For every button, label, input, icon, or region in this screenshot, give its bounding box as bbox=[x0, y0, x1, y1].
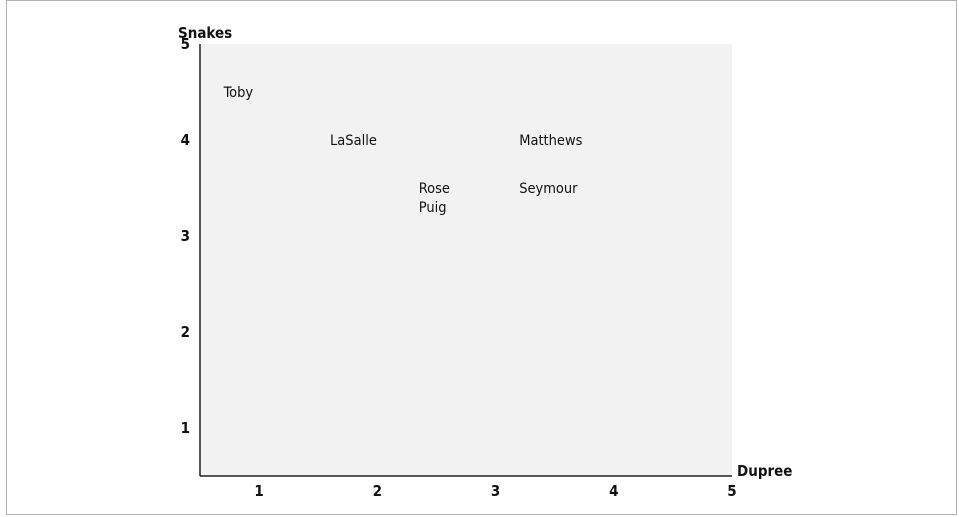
x-tick-label: 2 bbox=[373, 482, 382, 500]
x-tick-label: 1 bbox=[254, 482, 263, 500]
figure-frame bbox=[6, 0, 957, 515]
point-label: Seymour bbox=[519, 181, 578, 197]
data-labels: Toby LaSalle Matthews Rose Puig Seymour bbox=[223, 85, 583, 216]
point-label: Matthews bbox=[519, 133, 582, 149]
x-tick-label: 4 bbox=[609, 482, 618, 500]
x-axis-title: Dupree bbox=[737, 462, 792, 480]
axes bbox=[199, 44, 732, 477]
y-tick-label: 3 bbox=[181, 227, 190, 245]
point-label: Toby bbox=[223, 85, 254, 101]
tick-labels: 1 2 3 4 5 1 2 3 4 5 bbox=[181, 35, 737, 500]
y-tick-label: 2 bbox=[181, 323, 190, 341]
y-tick-label: 1 bbox=[181, 419, 190, 437]
point-label: LaSalle bbox=[330, 133, 377, 149]
plot-area bbox=[200, 44, 732, 476]
point-label: Puig bbox=[419, 200, 447, 216]
y-tick-label: 5 bbox=[181, 35, 190, 53]
x-tick-label: 5 bbox=[727, 482, 736, 500]
y-tick-label: 4 bbox=[181, 131, 190, 149]
y-axis-title: Snakes bbox=[178, 24, 232, 42]
x-tick-label: 3 bbox=[491, 482, 500, 500]
point-label: Rose bbox=[419, 181, 450, 197]
frame-top-border bbox=[6, 0, 957, 1]
